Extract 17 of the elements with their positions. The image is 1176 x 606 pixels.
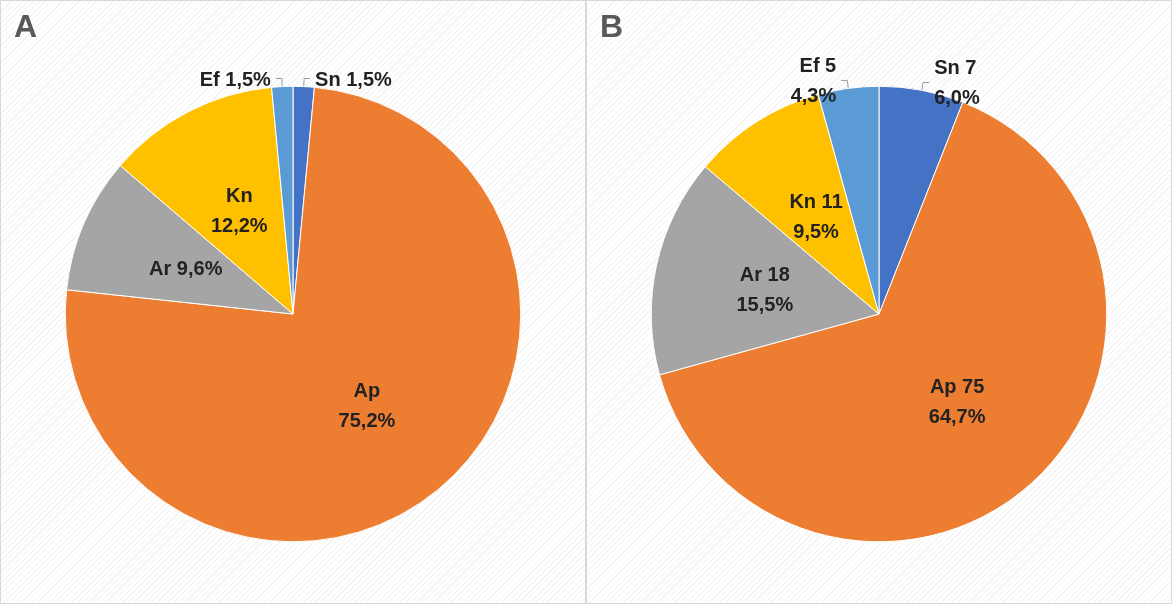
chart-title: B: [600, 8, 624, 44]
data-label: 12,2%: [210, 214, 268, 237]
data-label: 9,5%: [793, 219, 840, 242]
data-label: 15,5%: [736, 292, 794, 315]
slice-label: Kn 11: [789, 189, 843, 212]
slice-label: Ef 1,5%: [199, 67, 272, 90]
chart-title: A: [14, 8, 38, 44]
data-label: 64,7%: [928, 404, 986, 427]
slice-label: Ef 5: [799, 54, 837, 77]
slice-label: Ap: [353, 378, 381, 401]
slice-label: Kn: [225, 184, 253, 207]
slice-label: Ar 9,6%: [149, 256, 223, 279]
slice-label: Ap 75: [929, 374, 985, 397]
slice-label: Sn 1,5%: [315, 67, 393, 90]
slice-label: Sn 7: [934, 56, 977, 79]
slice-label: Ar 18: [739, 262, 790, 285]
data-label: 75,2%: [338, 408, 396, 431]
